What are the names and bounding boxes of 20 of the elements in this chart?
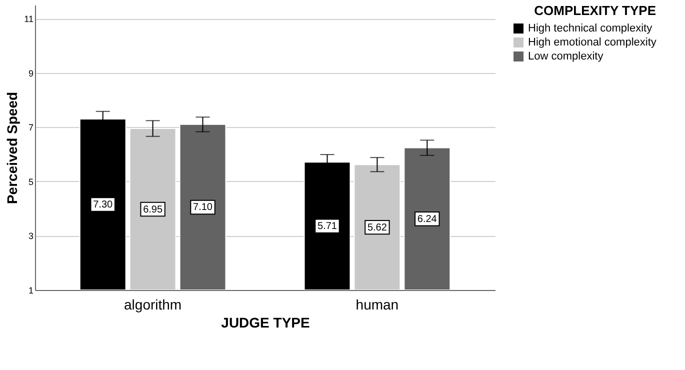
data-label: 5.62 <box>367 222 388 234</box>
y-tick-label: 3 <box>28 231 34 242</box>
y-tick-label: 5 <box>28 176 34 187</box>
x-axis-title: JUDGE TYPE <box>221 314 310 330</box>
y-tick-label: 1 <box>28 286 34 296</box>
y-tick-label: 11 <box>24 14 34 24</box>
data-label: 6.95 <box>143 204 163 216</box>
data-label: 7.10 <box>193 202 213 214</box>
legend-label: Low complexity <box>528 50 604 62</box>
data-label: 5.71 <box>318 221 338 232</box>
data-label: 7.30 <box>93 200 114 210</box>
legend-title: COMPLEXITY TYPE <box>534 3 656 18</box>
legend-label: High technical complexity <box>528 22 653 34</box>
x-tick-label: human <box>356 296 399 312</box>
y-tick-label: 9 <box>28 68 34 78</box>
legend-label: High emotional complexity <box>528 36 657 48</box>
data-label: 6.24 <box>417 214 438 225</box>
x-tick-label: algorithm <box>124 296 182 312</box>
y-axis-title: Perceived Speed <box>4 92 20 204</box>
y-tick-label: 7 <box>28 122 34 133</box>
